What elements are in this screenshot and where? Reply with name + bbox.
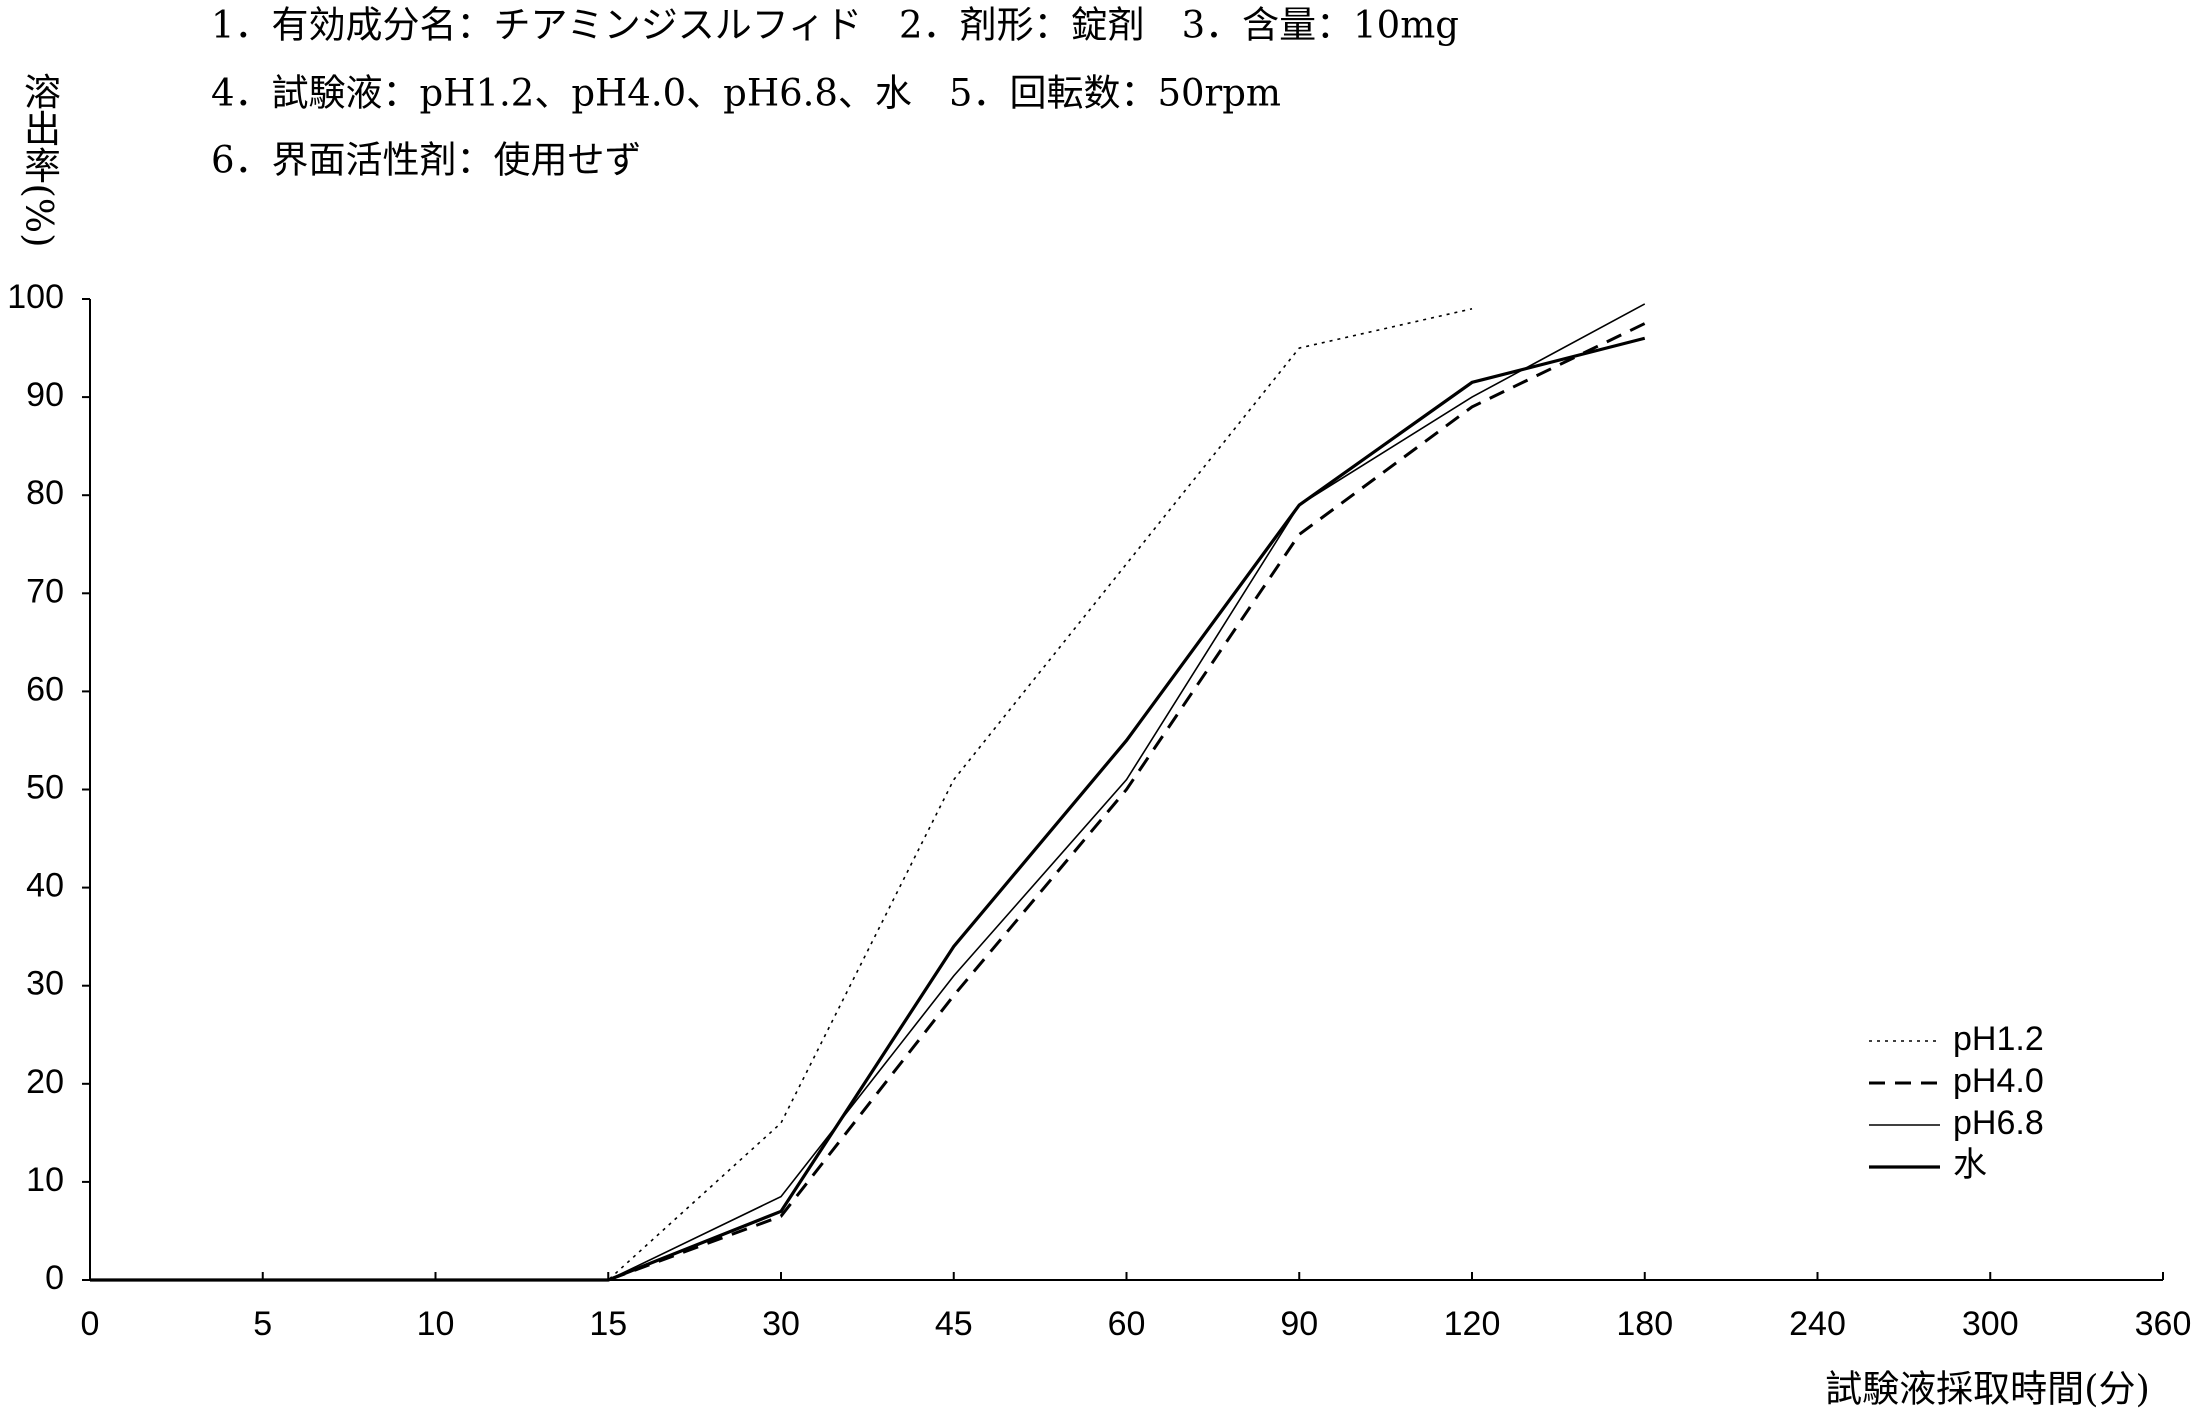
x-tick-label: 10 (417, 1305, 455, 1343)
y-tick-label: 60 (26, 670, 64, 708)
y-tick-label: 40 (26, 867, 64, 905)
x-axis-label: 試験液採取時間(分) (1825, 1368, 2150, 1411)
y-tick-label: 10 (26, 1161, 64, 1199)
x-tick-label: 300 (1962, 1305, 2019, 1343)
x-tick-label: 120 (1444, 1305, 1501, 1343)
y-tick-label: 90 (26, 376, 64, 414)
y-tick-label: 20 (26, 1063, 64, 1101)
x-tick-label: 240 (1789, 1305, 1846, 1343)
y-tick-label: 50 (26, 768, 64, 806)
y-tick-label: 100 (7, 278, 64, 316)
note: 1．有効成分名：チアミンジスルフィド 2．剤形：錠剤 3．含量：10mg (211, 4, 1459, 47)
series-line (90, 336, 1646, 1282)
note: 4．試験液：pH1.2、pH4.0、pH6.8、水 5．回転数：50rpm (211, 72, 1281, 115)
x-tick-label: 30 (762, 1305, 800, 1343)
x-tick-label: 90 (1280, 1305, 1318, 1343)
series-line (90, 308, 1473, 1281)
x-tick-label: 180 (1616, 1305, 1673, 1343)
legend-label: 水 (1953, 1146, 1987, 1184)
x-tick-label: 15 (589, 1305, 627, 1343)
x-tick-label: 45 (935, 1305, 973, 1343)
legend-label: pH1.2 (1953, 1020, 2044, 1058)
y-tick-label: 0 (45, 1259, 64, 1297)
x-tick-label: 60 (1108, 1305, 1146, 1343)
y-axis-label: 溶出率(%) (18, 72, 61, 247)
note: 6．界面活性剤：使用せず (211, 139, 642, 182)
legend-label: pH6.8 (1953, 1104, 2044, 1142)
x-tick-label: 5 (253, 1305, 272, 1343)
legend-label: pH4.0 (1953, 1062, 2044, 1100)
series-line (90, 322, 1646, 1282)
y-tick-label: 30 (26, 965, 64, 1003)
y-tick-label: 70 (26, 572, 64, 610)
y-tick-label: 80 (26, 474, 64, 512)
x-tick-label: 360 (2135, 1305, 2192, 1343)
x-tick-label: 0 (81, 1305, 100, 1343)
